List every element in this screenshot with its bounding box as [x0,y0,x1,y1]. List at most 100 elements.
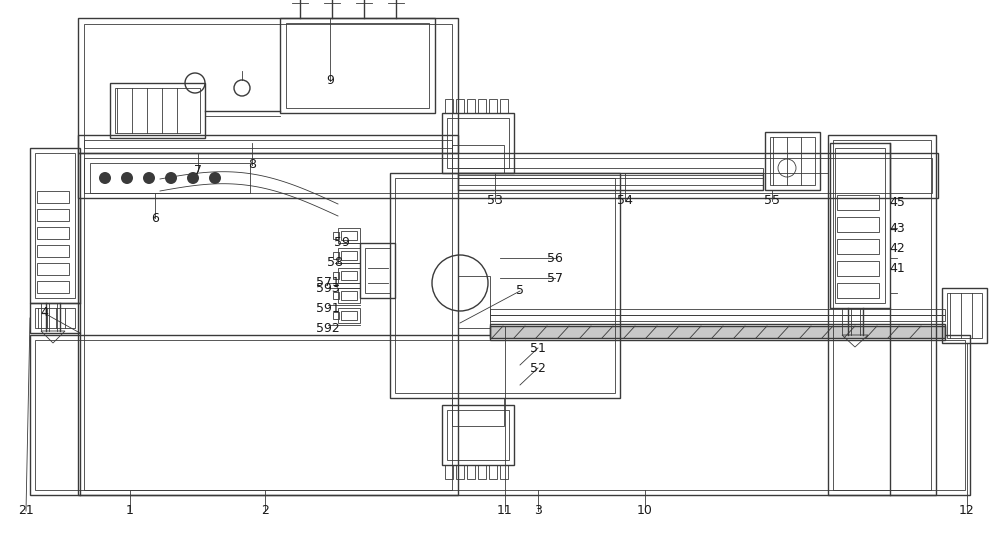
Bar [467,465,475,479]
Bar [833,140,931,490]
Bar [338,268,360,283]
Bar [110,83,205,138]
Bar [458,173,763,190]
Bar [490,324,945,340]
Bar [490,315,945,321]
Bar [84,158,932,193]
Text: 43: 43 [889,222,905,234]
Text: 41: 41 [889,262,905,274]
Bar [84,24,452,148]
Bar [458,276,490,328]
Text: 571: 571 [316,276,340,290]
Bar [390,173,620,398]
Bar [765,132,820,190]
Text: 6: 6 [151,211,159,225]
Bar [837,217,879,232]
Text: 11: 11 [497,504,513,518]
Bar [338,308,360,323]
Bar [442,405,514,465]
Text: 45: 45 [889,196,905,210]
Bar [35,340,965,490]
Text: 54: 54 [617,195,633,207]
Bar [37,209,69,221]
Bar [360,243,395,298]
Bar [947,293,982,338]
Bar [333,312,339,319]
Text: 56: 56 [547,252,563,264]
Text: 57: 57 [547,272,563,284]
Bar [458,168,763,175]
Bar [445,465,453,479]
Bar [30,335,970,495]
Bar [489,465,497,479]
Bar [30,148,80,303]
Bar [442,113,514,173]
Text: 59: 59 [334,237,350,249]
Bar [78,135,458,495]
Bar [452,398,504,426]
Text: 21: 21 [18,504,34,518]
Text: 51: 51 [530,342,546,354]
Bar [447,410,509,460]
Bar [35,308,75,328]
Bar [338,288,360,303]
Bar [452,145,504,173]
Bar [37,245,69,257]
Bar [37,263,69,275]
Bar [338,228,360,243]
Text: 4: 4 [40,306,48,320]
Text: 9: 9 [326,75,334,87]
Bar [837,195,879,210]
Text: 53: 53 [487,195,503,207]
Bar [333,252,339,259]
Text: 591: 591 [316,301,340,315]
Bar [490,309,945,315]
Bar [286,23,429,108]
Bar [333,272,339,279]
Bar [445,99,453,113]
Text: 1: 1 [126,504,134,518]
Text: 2: 2 [261,504,269,518]
Bar [500,99,508,113]
Bar [458,178,763,185]
Bar [467,99,475,113]
Bar [115,88,200,133]
Bar [456,99,464,113]
Text: 52: 52 [530,362,546,374]
Bar [500,465,508,479]
Bar [30,303,80,333]
Bar [835,148,885,303]
Text: 10: 10 [637,504,653,518]
Circle shape [121,172,133,184]
Bar [78,153,938,198]
Bar [395,178,615,393]
Bar [37,191,69,203]
Bar [280,18,435,113]
Bar [35,153,75,298]
Bar [84,140,452,490]
Bar [37,227,69,239]
Circle shape [143,172,155,184]
Bar [341,231,357,240]
Circle shape [209,172,221,184]
Bar [837,283,879,298]
Text: 42: 42 [889,242,905,254]
Bar [447,118,509,168]
Text: 8: 8 [248,159,256,171]
Bar [478,465,486,479]
Bar [341,311,357,320]
Bar [365,248,390,293]
Bar [341,271,357,280]
Text: 592: 592 [316,321,340,335]
Text: 593: 593 [316,281,340,295]
Bar [489,99,497,113]
Bar [333,232,339,239]
Bar [456,465,464,479]
Text: 12: 12 [959,504,975,518]
Bar [37,281,69,293]
Bar [830,143,890,308]
Bar [478,99,486,113]
Text: 3: 3 [534,504,542,518]
Circle shape [165,172,177,184]
Bar [942,288,987,343]
